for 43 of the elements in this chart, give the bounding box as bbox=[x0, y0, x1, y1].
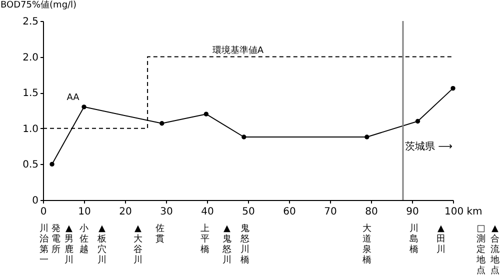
x-tick-label: 0 bbox=[40, 206, 47, 218]
x-tick-label: 90 bbox=[406, 206, 419, 218]
point bbox=[82, 104, 86, 110]
point bbox=[415, 118, 420, 124]
point bbox=[160, 121, 164, 126]
text: 上平橋 bbox=[200, 223, 210, 255]
annotation: AA bbox=[66, 93, 80, 103]
x-tick-label: 60 bbox=[283, 206, 296, 218]
text: ▲合流地点 bbox=[490, 224, 500, 276]
text: ▲大谷川 bbox=[134, 224, 142, 266]
text: 小佐越 bbox=[80, 223, 88, 255]
point bbox=[242, 134, 246, 140]
x-tick-label: 10 bbox=[78, 206, 91, 218]
text: □測定地点 bbox=[476, 224, 486, 276]
text: 川治第一発電所 bbox=[40, 224, 60, 266]
x-tick-label: 20 bbox=[119, 206, 132, 218]
text: 大道泉橋 bbox=[362, 223, 372, 266]
point bbox=[204, 112, 209, 116]
y-tick-label: 0.5 bbox=[22, 160, 38, 171]
y-tick-label: 2.5 bbox=[22, 16, 38, 28]
y-axis-title: BOD75%値(mg/l) bbox=[0, 0, 77, 10]
y-tick-label: 2.0 bbox=[22, 52, 38, 64]
x-tick-label: 30 bbox=[160, 206, 173, 218]
annotation: 環境基準値A bbox=[212, 45, 264, 56]
x-tick-label: 40 bbox=[201, 206, 214, 218]
x-tick-label: 80 bbox=[365, 206, 378, 218]
text: 佐貫 bbox=[156, 223, 164, 244]
text: 鬼怒川橋 bbox=[240, 223, 250, 266]
x-tick-label: 100 km bbox=[444, 206, 482, 218]
text: 川島橋 bbox=[410, 223, 418, 255]
point bbox=[50, 162, 54, 167]
text: ▲板穴川 bbox=[96, 224, 106, 266]
y-tick-label: 1.5 bbox=[22, 88, 38, 100]
y-tick-label: 1.0 bbox=[22, 124, 38, 135]
x-tick-label: 70 bbox=[324, 206, 337, 218]
y-tick-label: 0 bbox=[32, 196, 38, 206]
point bbox=[364, 134, 370, 140]
point bbox=[450, 86, 456, 91]
text: ▲男鹿川 bbox=[64, 224, 74, 266]
text: ▲田川 bbox=[436, 224, 446, 255]
x-tick-label: 50 bbox=[242, 206, 255, 218]
text: ▲鬼怒川 bbox=[222, 224, 232, 266]
ref-line-label: 茨城県 ⟶ bbox=[404, 140, 452, 152]
